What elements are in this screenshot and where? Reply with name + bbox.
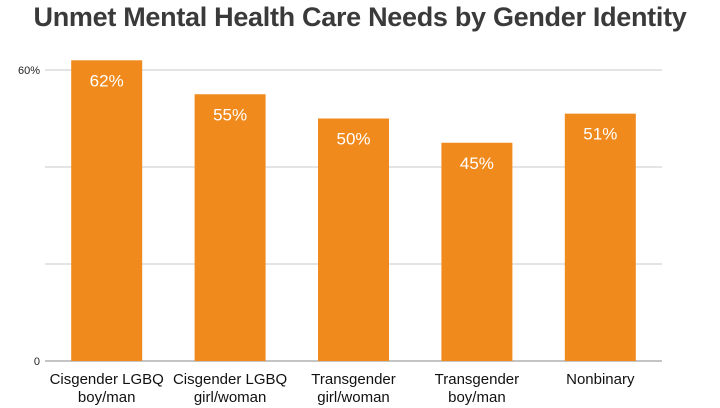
bar	[194, 94, 266, 361]
data-labels: 62% 55% 50% 45% 51%	[90, 71, 618, 172]
category-label: Cisgender LGBQ girl/woman	[173, 371, 287, 406]
data-label: 45%	[460, 154, 494, 173]
category-label: Transgender girl/woman	[311, 371, 396, 406]
bar	[564, 113, 636, 362]
data-label: 51%	[583, 125, 617, 144]
data-label: 55%	[213, 105, 247, 124]
category-label: Nonbinary	[566, 371, 635, 388]
chart-title: Unmet Mental Health Care Needs by Gender…	[33, 2, 687, 32]
bar	[71, 60, 143, 362]
bars	[71, 60, 636, 362]
y-axis: 0 60%	[18, 65, 40, 368]
data-label: 50%	[336, 130, 370, 149]
bar	[318, 118, 389, 361]
y-tick-label: 60%	[18, 65, 40, 77]
category-label: Transgender boy/man	[435, 371, 520, 406]
bar	[441, 142, 513, 361]
x-axis: Cisgender LGBQ boy/man Cisgender LGBQ girl/…	[50, 371, 635, 406]
category-label: Cisgender LGBQ boy/man	[50, 371, 164, 406]
y-tick-label: 0	[34, 356, 40, 368]
data-label: 62%	[90, 71, 124, 90]
